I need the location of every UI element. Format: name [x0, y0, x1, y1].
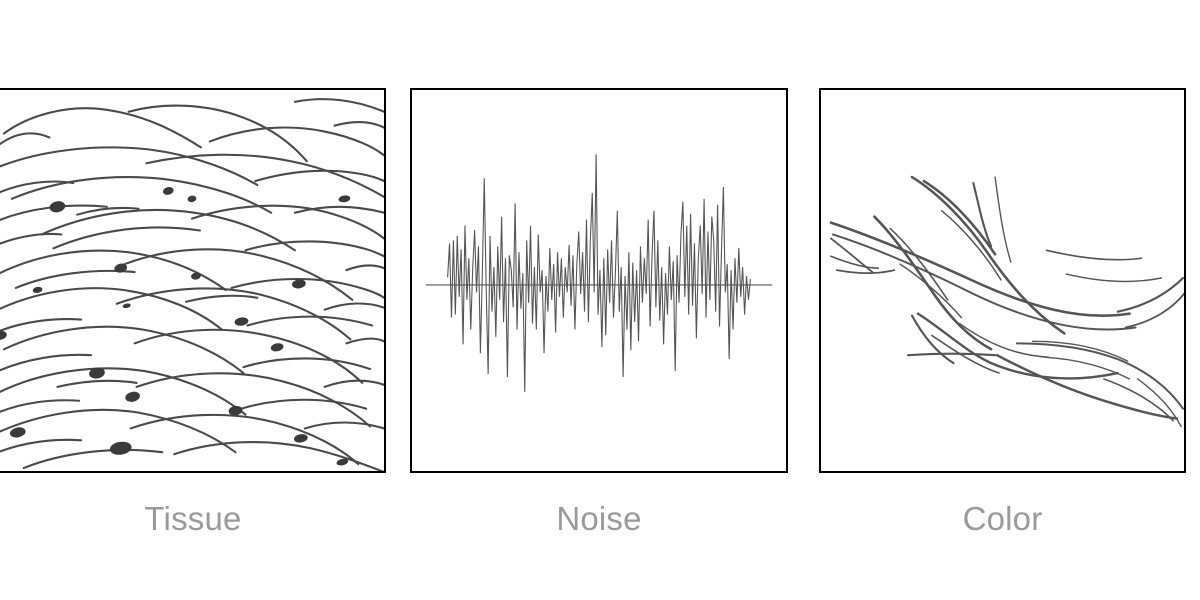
- panel-tissue: [0, 88, 386, 473]
- panel-noise: [410, 88, 788, 473]
- cell-nuclei: [0, 187, 351, 466]
- caption-tissue: Tissue: [144, 500, 242, 537]
- noise-waveform-illustration: [425, 154, 773, 392]
- caption-color: Color: [962, 500, 1043, 537]
- branching-fibers-illustration: [829, 175, 1184, 428]
- panel-color: [819, 88, 1186, 473]
- caption-noise: Noise: [556, 500, 642, 537]
- tissue-cells-illustration: [0, 98, 384, 471]
- noise-trace: [447, 154, 751, 392]
